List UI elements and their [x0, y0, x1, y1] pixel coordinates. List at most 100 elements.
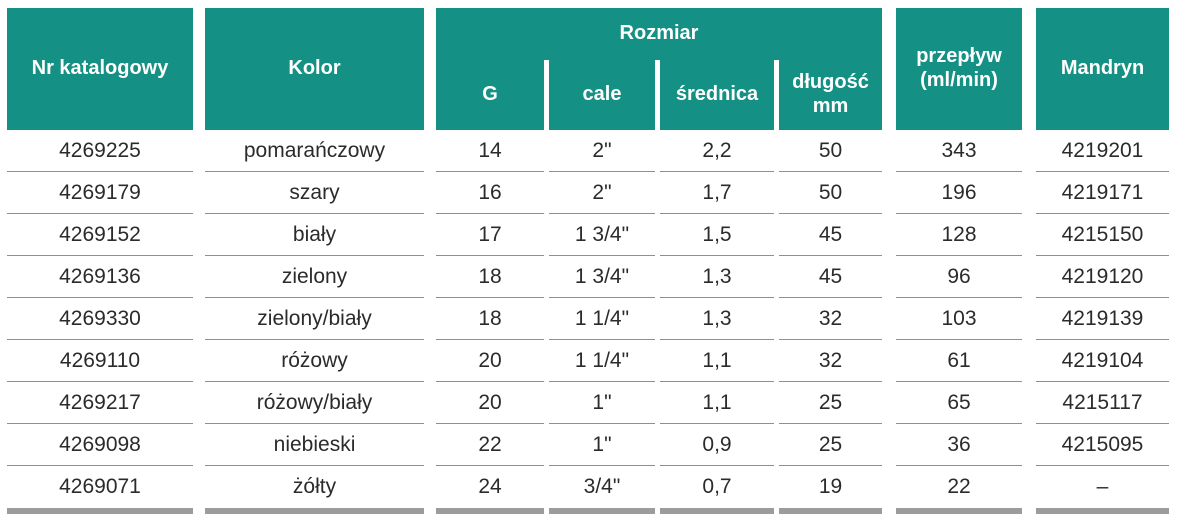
- table-row: 4269136 zielony 18 1 3/4" 1,3 45 96 4219120: [7, 256, 1169, 298]
- flow-cell: 61: [896, 340, 1022, 382]
- gauge-cell: 16: [436, 172, 544, 214]
- color-cell: niebieski: [205, 424, 424, 466]
- flow-cell: 128: [896, 214, 1022, 256]
- mandrin-cell: 4219120: [1036, 256, 1169, 298]
- header-flow: przepływ (ml/min): [896, 8, 1022, 130]
- mandrin-cell: 4215150: [1036, 214, 1169, 256]
- mandrin-cell: 4219104: [1036, 340, 1169, 382]
- flow-cell: 196: [896, 172, 1022, 214]
- mandrin-cell: –: [1096, 475, 1109, 498]
- catalog-number-cell: 4269152: [7, 214, 193, 256]
- header-flow-line2: (ml/min): [920, 69, 998, 91]
- bottom-bar-segment: [549, 508, 655, 514]
- bottom-bar-segment: [779, 508, 882, 514]
- length-cell: 45: [779, 256, 882, 298]
- inches-cell: 2": [549, 130, 655, 172]
- catalog-number-cell: 4269071: [59, 475, 141, 498]
- gauge-cell: 22: [436, 424, 544, 466]
- table-row: 4269098 niebieski 22 1" 0,9 25 36 4215095: [7, 424, 1169, 466]
- color-cell: żółty: [292, 475, 337, 498]
- length-cell: 50: [779, 130, 882, 172]
- bottom-bar-segment: [436, 508, 544, 514]
- bottom-bar-segment: [660, 508, 774, 514]
- gauge-cell: 20: [436, 382, 544, 424]
- header-length-line2: mm: [812, 95, 849, 117]
- diameter-cell: 0,7: [702, 475, 732, 498]
- inches-cell: 1": [549, 382, 655, 424]
- catalog-number-cell: 4269098: [7, 424, 193, 466]
- diameter-cell: 1,3: [660, 256, 774, 298]
- flow-cell: 36: [896, 424, 1022, 466]
- catalog-number-cell: 4269110: [7, 340, 193, 382]
- diameter-cell: 1,3: [660, 298, 774, 340]
- flow-cell: 96: [896, 256, 1022, 298]
- mandrin-cell: 4219139: [1036, 298, 1169, 340]
- mandrin-cell: 4215117: [1036, 382, 1169, 424]
- catalog-number-cell: 4269136: [7, 256, 193, 298]
- color-cell: zielony: [205, 256, 424, 298]
- inches-cell: 3/4": [583, 475, 621, 498]
- catalog-number-cell: 4269225: [7, 130, 193, 172]
- header-gauge: G: [436, 60, 544, 130]
- header-color: Kolor: [205, 8, 424, 130]
- gauge-cell: 20: [436, 340, 544, 382]
- mandrin-cell: 4219171: [1036, 172, 1169, 214]
- gauge-cell: 18: [436, 256, 544, 298]
- table-row: 4269225 pomarańczowy 14 2" 2,2 50 343 4219201: [7, 130, 1169, 172]
- header-length-line1: długość: [792, 71, 869, 94]
- color-cell: różowy/biały: [205, 382, 424, 424]
- header-flow-line1: przepływ: [916, 45, 1002, 68]
- inches-cell: 2": [549, 172, 655, 214]
- gauge-cell: 18: [436, 298, 544, 340]
- flow-cell: 65: [896, 382, 1022, 424]
- bottom-bar-segment: [205, 508, 424, 514]
- catalog-number-cell: 4269217: [7, 382, 193, 424]
- color-cell: szary: [205, 172, 424, 214]
- table-row: 4269152 biały 17 1 3/4" 1,5 45 128 4215150: [7, 214, 1169, 256]
- catalog-number-cell: 4269330: [7, 298, 193, 340]
- length-cell: 25: [779, 424, 882, 466]
- gauge-cell: 24: [478, 475, 502, 498]
- inches-cell: 1": [549, 424, 655, 466]
- diameter-cell: 1,1: [660, 382, 774, 424]
- inches-cell: 1 1/4": [549, 340, 655, 382]
- color-cell: zielony/biały: [205, 298, 424, 340]
- header-length: długość mm: [779, 60, 882, 130]
- header-diameter: średnica: [660, 60, 774, 130]
- header-inches: cale: [549, 60, 655, 130]
- length-cell: 50: [779, 172, 882, 214]
- gauge-cell: 17: [436, 214, 544, 256]
- gauge-cell: 14: [436, 130, 544, 172]
- table-row: 4269217 różowy/biały 20 1" 1,1 25 65 4215117: [7, 382, 1169, 424]
- inches-cell: 1 3/4": [549, 214, 655, 256]
- mandrin-cell: 4215095: [1036, 424, 1169, 466]
- header-size-group: Rozmiar: [436, 8, 882, 60]
- bottom-bar-segment: [896, 508, 1022, 514]
- length-cell: 32: [779, 298, 882, 340]
- inches-cell: 1 3/4": [549, 256, 655, 298]
- table-row: 4269179 szary 16 2" 1,7 50 196 4219171: [7, 172, 1169, 214]
- diameter-cell: 1,5: [660, 214, 774, 256]
- flow-cell: 103: [896, 298, 1022, 340]
- mandrin-cell: 4219201: [1036, 130, 1169, 172]
- diameter-cell: 2,2: [660, 130, 774, 172]
- diameter-cell: 1,1: [660, 340, 774, 382]
- flow-cell: 22: [947, 475, 971, 498]
- table-header: Nr katalogowy Kolor Rozmiar G cale średn…: [7, 8, 1169, 130]
- length-cell: 45: [779, 214, 882, 256]
- table-row: 4269071 żółty 24 3/4" 0,7 19 22 –: [7, 466, 1169, 508]
- table-body: 4269225 pomarańczowy 14 2" 2,2 50 343 4219201 42…: [7, 130, 1178, 514]
- flow-cell: 343: [896, 130, 1022, 172]
- header-catalog-number: Nr katalogowy: [7, 8, 193, 130]
- table-bottom-bar: [7, 508, 1169, 514]
- bottom-bar-segment: [1036, 508, 1169, 514]
- length-cell: 32: [779, 340, 882, 382]
- bottom-bar-segment: [7, 508, 193, 514]
- table-row: 4269330 zielony/biały 18 1 1/4" 1,3 32 103 4219…: [7, 298, 1169, 340]
- table-row: 4269110 różowy 20 1 1/4" 1,1 32 61 4219104: [7, 340, 1169, 382]
- color-cell: różowy: [205, 340, 424, 382]
- diameter-cell: 1,7: [660, 172, 774, 214]
- color-cell: pomarańczowy: [205, 130, 424, 172]
- inches-cell: 1 1/4": [549, 298, 655, 340]
- length-cell: 25: [779, 382, 882, 424]
